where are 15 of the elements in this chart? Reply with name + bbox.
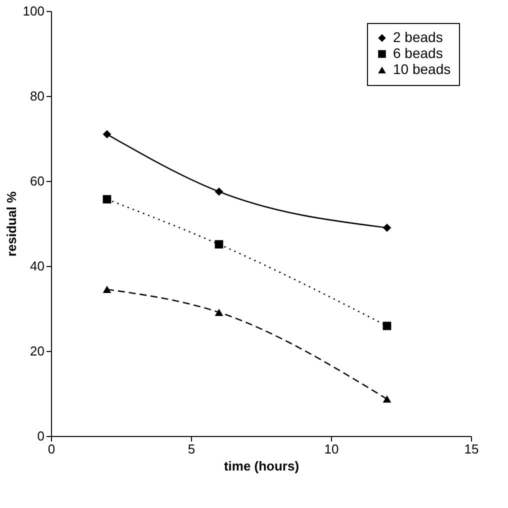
x-tick-label: 0 (48, 442, 56, 456)
x-axis-title: time (hours) (224, 458, 300, 474)
y-axis-title: residual % (4, 191, 19, 257)
x-tick-label: 15 (464, 442, 479, 456)
y-tick-label: 60 (30, 174, 44, 188)
legend-label: 10 beads (393, 61, 451, 77)
x-tick-label: 10 (324, 442, 339, 456)
y-tick-label: 100 (22, 4, 44, 18)
y-tick-label: 40 (30, 258, 44, 274)
y-tick-label: 0 (37, 428, 44, 444)
y-tick-label: 20 (30, 344, 44, 358)
legend-label: 6 beads (393, 45, 443, 61)
y-tick-label: 80 (30, 88, 44, 104)
x-tick-label: 5 (188, 442, 196, 456)
legend-label: 2 beads (393, 29, 443, 45)
